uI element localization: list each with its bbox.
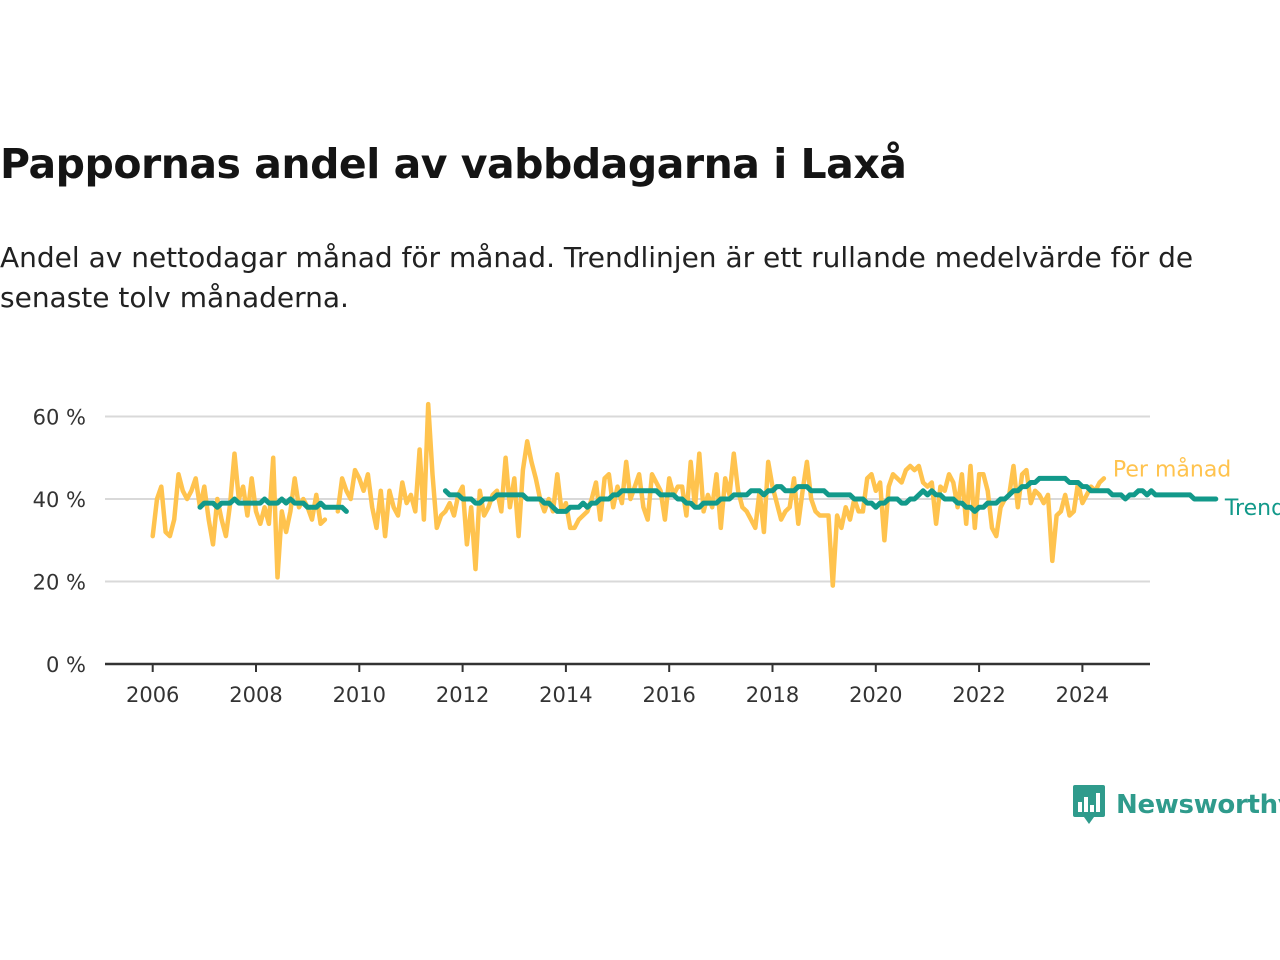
x-tick-label: 2012 [436,683,489,707]
y-tick-label: 20 % [33,571,86,595]
x-tick-label: 2018 [746,683,799,707]
y-tick-label: 40 % [33,488,86,512]
logo-text: Newsworthy [1116,790,1280,820]
x-tick-label: 2010 [333,683,386,707]
y-tick-label: 60 % [33,406,86,430]
x-tick-label: 2020 [849,683,902,707]
series-label-trend: Trend [1224,496,1280,521]
x-tick-label: 2016 [642,683,695,707]
x-tick-label: 2024 [1056,683,1109,707]
line-chart: 0 % 20 % 40 % 60 % 2006 2008 2010 2012 2014 2016… [33,401,1280,707]
x-tick-label: 2008 [229,683,282,707]
newsworthy-chart-bubble-icon [1073,785,1105,824]
chart-subtitle: Andel av nettodagar månad för månad. Tre… [0,241,1194,314]
series-line-per-manad [150,401,1107,588]
series-line-trend [197,475,1219,514]
x-tick-label: 2022 [952,683,1005,707]
newsworthy-logo: Newsworthy [1072,784,1280,826]
series-label-per-manad: Per månad [1113,456,1231,482]
y-axis: 0 % 20 % 40 % 60 % [33,406,86,678]
x-axis: 2006 2008 2010 2012 2014 2016 2018 2020 2022 2024 [105,662,1150,707]
chart-title: Pappornas andel av vabbdagarna i Laxå [0,140,907,188]
y-tick-label: 0 % [46,653,86,677]
series-labels: Per månad Trend [1113,456,1280,521]
x-tick-label: 2014 [539,683,592,707]
series-layer [150,401,1219,588]
x-tick-label: 2006 [126,683,179,707]
